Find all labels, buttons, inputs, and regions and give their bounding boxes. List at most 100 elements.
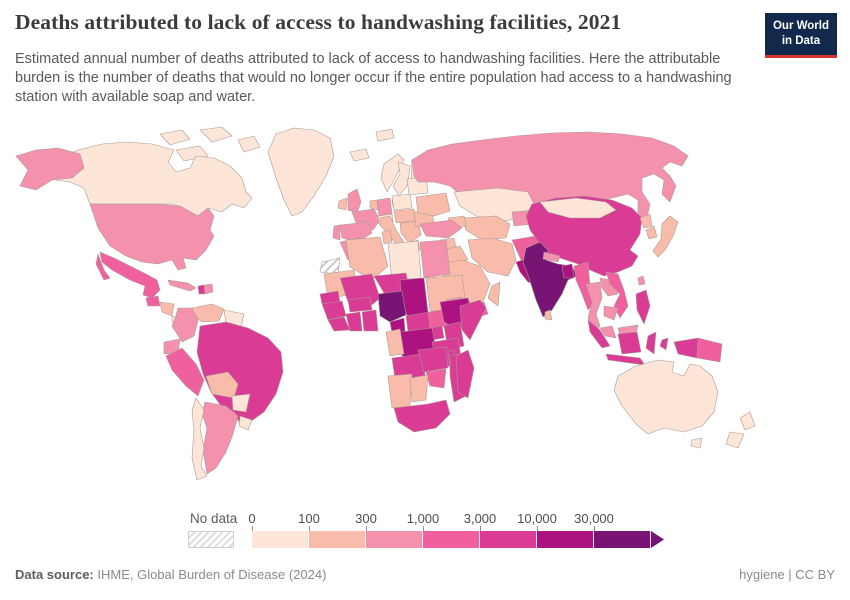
country-sierra-leone-liberia[interactable]	[327, 316, 351, 332]
country-algeria[interactable]	[345, 236, 389, 281]
country-benelux[interactable]	[369, 199, 379, 211]
country-australia[interactable]	[613, 359, 719, 435]
country-chile[interactable]	[191, 397, 208, 481]
country-japan[interactable]	[652, 215, 679, 258]
legend-bin-6[interactable]	[594, 531, 651, 548]
country-thailand[interactable]	[585, 281, 603, 333]
country-taiwan[interactable]	[637, 275, 646, 286]
legend-tick-label-0: 0	[248, 511, 256, 526]
legend-bin-5[interactable]	[537, 531, 594, 548]
country-indonesia-borneo[interactable]	[617, 331, 642, 355]
country-indonesia-sulawesi[interactable]	[645, 331, 657, 355]
country-vietnam[interactable]	[605, 271, 629, 319]
country-greenland[interactable]	[267, 127, 335, 217]
country-canada-arctic-2[interactable]	[199, 126, 233, 143]
legend-no-data-label: No data	[190, 511, 238, 526]
country-oman[interactable]	[487, 281, 501, 307]
country-indonesia-sumatra[interactable]	[587, 319, 611, 349]
owid-logo: Our World in Data	[764, 13, 837, 58]
country-gabon-congo[interactable]	[385, 328, 405, 357]
country-iran[interactable]	[467, 237, 517, 277]
legend-arrow-cap	[651, 531, 664, 548]
country-nepal[interactable]	[542, 251, 561, 263]
legend-bin-1[interactable]	[309, 531, 366, 548]
country-new-zealand-south[interactable]	[725, 431, 745, 449]
country-usa[interactable]	[89, 203, 215, 271]
country-czechia-hungary[interactable]	[393, 208, 416, 224]
legend-tick-1	[309, 526, 310, 531]
data-source-note: Data source: IHME, Global Burden of Dise…	[15, 567, 326, 582]
country-guinea[interactable]	[321, 300, 347, 321]
country-malaysia[interactable]	[599, 325, 617, 339]
country-canada-arctic-1[interactable]	[159, 129, 191, 146]
country-sri-lanka[interactable]	[544, 309, 553, 321]
legend-tick-0	[252, 526, 253, 531]
country-cote-divoire[interactable]	[345, 311, 363, 332]
country-canada-arctic-3[interactable]	[237, 135, 261, 153]
country-uk[interactable]	[347, 188, 362, 214]
country-uruguay[interactable]	[238, 415, 253, 431]
country-indonesia-moluccas[interactable]	[659, 337, 669, 351]
country-portugal[interactable]	[332, 224, 341, 241]
country-brazil[interactable]	[196, 321, 284, 425]
country-ghana-togo-benin[interactable]	[361, 309, 379, 332]
legend-tick-3	[423, 526, 424, 531]
country-philippines[interactable]	[635, 289, 651, 325]
footer: Data source: IHME, Global Burden of Dise…	[15, 567, 835, 582]
country-tunisia[interactable]	[381, 229, 393, 245]
country-botswana[interactable]	[409, 374, 429, 403]
country-ireland[interactable]	[337, 197, 348, 211]
legend-tick-label-1: 100	[298, 511, 320, 526]
country-australia-tasmania[interactable]	[690, 437, 703, 449]
country-uzbekistan-turkmenistan[interactable]	[461, 215, 511, 241]
country-indonesia-java[interactable]	[605, 353, 646, 366]
country-zimbabwe[interactable]	[425, 368, 447, 389]
country-egypt[interactable]	[419, 239, 451, 279]
legend-bin-2[interactable]	[366, 531, 423, 548]
country-madagascar[interactable]	[455, 349, 475, 399]
country-north-korea[interactable]	[639, 213, 653, 229]
country-burkina-faso[interactable]	[347, 296, 373, 313]
country-namibia[interactable]	[387, 373, 413, 409]
country-south-korea[interactable]	[645, 225, 658, 240]
country-colombia[interactable]	[171, 307, 199, 343]
country-nigeria[interactable]	[377, 290, 407, 323]
country-iceland[interactable]	[349, 148, 370, 162]
legend-bin-3[interactable]	[423, 531, 480, 548]
country-alaska[interactable]	[15, 147, 85, 191]
country-cuba[interactable]	[167, 279, 197, 292]
country-bolivia[interactable]	[205, 371, 239, 399]
country-ukraine[interactable]	[415, 192, 451, 217]
data-source-label: Data source:	[15, 567, 94, 582]
country-turkey[interactable]	[419, 219, 463, 239]
country-south-africa[interactable]	[393, 399, 451, 433]
country-indonesia-papua[interactable]	[673, 337, 699, 359]
country-spain[interactable]	[339, 221, 373, 243]
legend-bin-4[interactable]	[480, 531, 537, 548]
license-note: hygiene | CC BY	[739, 567, 835, 582]
country-bangladesh[interactable]	[561, 263, 575, 279]
country-paraguay[interactable]	[231, 393, 251, 413]
legend-tick-label-5: 10,000	[517, 511, 557, 526]
country-papua-new-guinea[interactable]	[696, 337, 723, 363]
country-guatemala[interactable]	[145, 295, 161, 307]
country-peru[interactable]	[165, 347, 205, 397]
legend-no-data-swatch[interactable]	[188, 531, 234, 548]
legend-tick-6	[594, 526, 595, 531]
country-argentina[interactable]	[201, 401, 239, 475]
country-svalbard[interactable]	[375, 128, 395, 142]
legend-bin-0[interactable]	[252, 531, 309, 548]
country-western-sahara[interactable]	[319, 257, 341, 275]
legend-tick-2	[366, 526, 367, 531]
country-mexico-baja[interactable]	[95, 253, 111, 281]
country-honduras-nicaragua[interactable]	[159, 301, 175, 317]
legend-tick-label-6: 30,000	[574, 511, 614, 526]
country-mongolia[interactable]	[539, 197, 617, 219]
country-cambodia[interactable]	[603, 305, 619, 321]
country-poland[interactable]	[391, 193, 413, 211]
country-zambia[interactable]	[417, 346, 449, 373]
country-dominican-republic[interactable]	[203, 283, 214, 295]
country-germany[interactable]	[376, 197, 393, 217]
country-somalia[interactable]	[459, 299, 487, 341]
country-new-zealand-north[interactable]	[739, 411, 756, 431]
